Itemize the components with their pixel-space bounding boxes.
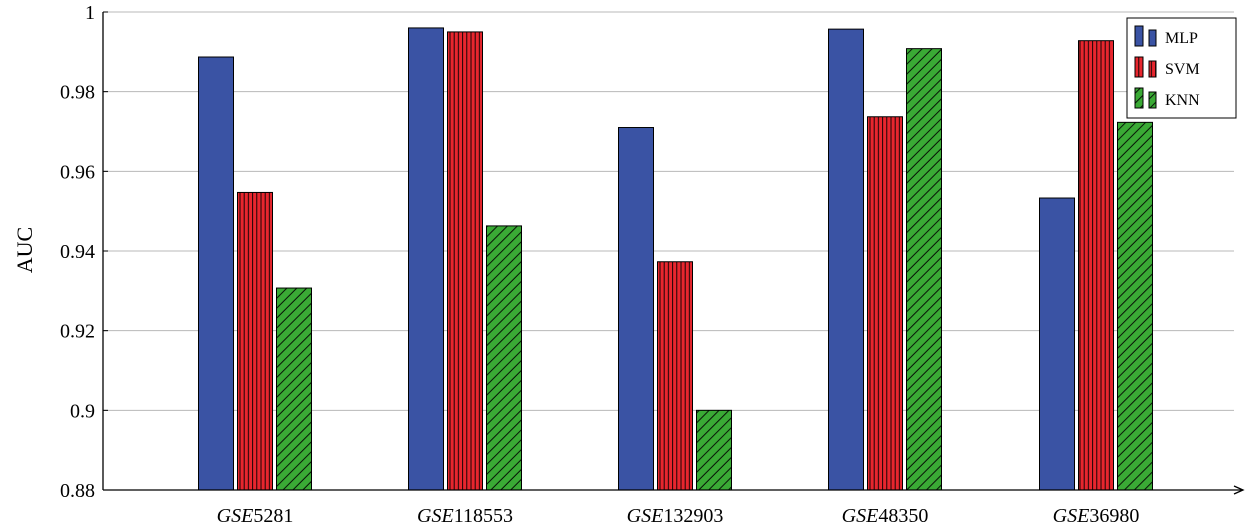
bar-knn-132903 xyxy=(696,409,732,491)
x-tick-label: GSE48350 xyxy=(842,505,929,527)
x-tick-number: 5281 xyxy=(253,505,293,527)
bar-svm-5281 xyxy=(237,191,273,491)
legend-swatch xyxy=(1148,60,1157,78)
x-tick-label: GSE132903 xyxy=(627,505,724,527)
legend-swatch xyxy=(1148,29,1157,47)
legend-item-knn: KNN xyxy=(1134,87,1200,109)
x-tick-number: 36980 xyxy=(1089,505,1139,527)
x-tick-prefix: GSE xyxy=(417,505,454,527)
bar-svm-36980 xyxy=(1078,40,1114,491)
x-tick-label: GSE5281 xyxy=(217,505,294,527)
bar-knn-118553 xyxy=(486,225,522,491)
y-tick-label: 0.9 xyxy=(70,400,95,422)
x-tick-number: 118553 xyxy=(454,505,513,527)
x-axis-arrow xyxy=(1233,485,1245,495)
legend-swatch xyxy=(1134,25,1144,47)
bar-mlp-132903 xyxy=(618,127,654,491)
bar-svm-118553 xyxy=(447,31,483,491)
bar-mlp-118553 xyxy=(408,27,444,491)
y-tick-label: 0.88 xyxy=(60,480,95,502)
legend-swatch xyxy=(1148,91,1157,109)
bar-mlp-36980 xyxy=(1039,197,1075,491)
bar-svm-48350 xyxy=(867,116,903,491)
x-tick-prefix: GSE xyxy=(627,505,664,527)
x-tick-number: 132903 xyxy=(663,505,723,527)
y-tick-label: 1 xyxy=(85,2,95,24)
y-axis-title: AUC xyxy=(12,227,37,273)
legend-box xyxy=(1126,17,1237,119)
bar-svm-132903 xyxy=(657,261,693,491)
x-tick-prefix: GSE xyxy=(1053,505,1090,527)
y-tick-label: 0.98 xyxy=(60,82,95,104)
y-tick-label: 0.96 xyxy=(60,161,95,183)
x-tick-prefix: GSE xyxy=(842,505,879,527)
axes xyxy=(102,11,1245,495)
legend-item-svm: SVM xyxy=(1134,56,1200,78)
x-tick-label: GSE36980 xyxy=(1053,505,1140,527)
bar-knn-5281 xyxy=(276,287,312,491)
bar-mlp-5281 xyxy=(198,56,234,491)
legend-swatch xyxy=(1134,56,1144,78)
x-tick-label: GSE118553 xyxy=(417,505,513,527)
legend-label: MLP xyxy=(1165,30,1198,47)
legend-swatch xyxy=(1134,87,1144,109)
legend: MLP SVM KNN xyxy=(1126,17,1237,119)
y-tick-label: 0.94 xyxy=(60,241,95,263)
bar-mlp-48350 xyxy=(828,28,864,491)
legend-label: KNN xyxy=(1165,92,1200,109)
y-tick-label: 0.92 xyxy=(60,321,95,343)
bars xyxy=(198,27,1153,491)
legend-label: SVM xyxy=(1165,61,1200,78)
legend-item-mlp: MLP xyxy=(1134,25,1198,47)
bar-knn-36980 xyxy=(1117,121,1153,491)
x-tick-number: 48350 xyxy=(878,505,928,527)
x-tick-prefix: GSE xyxy=(217,505,254,527)
bar-knn-48350 xyxy=(906,48,942,491)
